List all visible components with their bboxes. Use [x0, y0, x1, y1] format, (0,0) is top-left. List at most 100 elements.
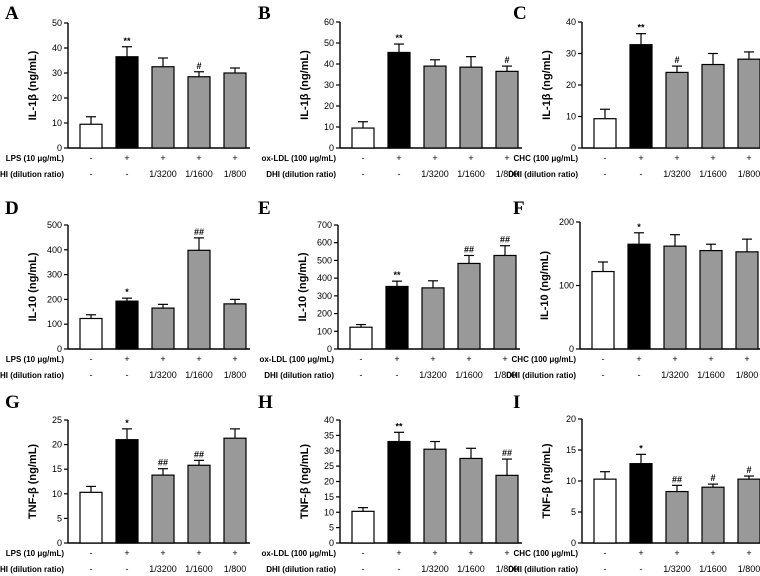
y-tick-label: 0 — [327, 344, 332, 354]
treatment-value: + — [708, 354, 713, 364]
bar — [495, 70, 519, 149]
y-tick-label: 20 — [566, 414, 576, 424]
dhi-value: 1/800 — [224, 169, 247, 179]
treatment-value: + — [466, 354, 471, 364]
bar — [349, 326, 373, 350]
significance-mark: # — [674, 55, 679, 65]
panel-label-b: B — [258, 3, 271, 24]
bar — [385, 285, 409, 350]
bar — [115, 56, 139, 149]
y-tick-label: 100 — [559, 281, 574, 291]
bar — [593, 118, 617, 149]
dhi-value: 1/1600 — [185, 169, 213, 179]
bar — [493, 254, 517, 350]
bar — [187, 249, 211, 350]
dhi-value: - — [360, 370, 363, 380]
treatment-value: + — [124, 153, 129, 163]
dhi-value: - — [396, 370, 399, 380]
dhi-value: 1/3200 — [149, 169, 177, 179]
treatment-value: - — [360, 354, 363, 364]
y-axis-label: TNF-β (ng/mL) — [27, 444, 39, 519]
y-tick-label: 0 — [571, 538, 576, 548]
y-tick-label: 35 — [324, 430, 334, 440]
bar — [151, 307, 175, 350]
y-tick-label: 5 — [329, 523, 334, 533]
dhi-value: - — [638, 370, 641, 380]
treatment-value: + — [674, 548, 679, 558]
treatment-value: + — [396, 548, 401, 558]
y-tick-label: 200 — [47, 294, 62, 304]
treatment-value: + — [636, 354, 641, 364]
significance-mark: ## — [158, 458, 168, 468]
significance-mark: # — [504, 55, 509, 65]
bar — [737, 58, 760, 149]
treatment-label: LPS (10 μg/mL) — [6, 154, 65, 163]
treatment-label: CHC (100 μg/mL) — [514, 154, 579, 163]
y-tick-label: 0 — [57, 538, 62, 548]
y-axis-label: IL-1β (ng/mL) — [541, 50, 553, 120]
significance-mark: ## — [194, 449, 204, 459]
treatment-value: - — [90, 354, 93, 364]
dhi-value: - — [126, 564, 129, 574]
treatment-value: + — [504, 548, 509, 558]
y-tick-label: 5 — [571, 507, 576, 517]
y-tick-label: 10 — [566, 476, 576, 486]
y-tick-label: 300 — [317, 291, 332, 301]
dhi-label: DHI (dilution ratio) — [0, 371, 64, 380]
y-tick-label: 20 — [324, 101, 334, 111]
bar — [629, 44, 653, 149]
treatment-value: + — [396, 153, 401, 163]
treatment-value: + — [232, 548, 237, 558]
y-axis-label: TNF-β (ng/mL) — [541, 443, 553, 518]
dhi-value: 1/1600 — [185, 564, 213, 574]
y-tick-label: 10 — [566, 112, 576, 122]
treatment-value: + — [196, 153, 201, 163]
dhi-value: - — [602, 370, 605, 380]
treatment-value: - — [90, 153, 93, 163]
dhi-label: DHI (dilution ratio) — [506, 371, 576, 380]
dhi-value: 1/1600 — [699, 169, 727, 179]
treatment-value: - — [362, 153, 365, 163]
bar — [457, 262, 481, 350]
treatment-value: + — [502, 354, 507, 364]
dhi-label: DHI (dilution ratio) — [508, 565, 578, 574]
dhi-value: 1/1600 — [697, 370, 725, 380]
panel-label-f: F — [513, 198, 525, 219]
treatment-value: + — [468, 548, 473, 558]
treatment-value: + — [430, 354, 435, 364]
dhi-value: 1/1600 — [185, 370, 213, 380]
y-tick-label: 200 — [317, 309, 332, 319]
y-tick-label: 20 — [324, 477, 334, 487]
dhi-value: 1/1600 — [457, 564, 485, 574]
y-tick-label: 50 — [52, 18, 62, 28]
y-axis-label: IL-10 (ng/mL) — [27, 252, 39, 321]
bar — [151, 66, 175, 149]
significance-mark: ** — [393, 270, 401, 280]
y-axis-label: IL-1β (ng/mL) — [299, 50, 311, 120]
dhi-value: - — [90, 169, 93, 179]
significance-mark: * — [125, 418, 129, 428]
y-tick-label: 10 — [324, 122, 334, 132]
significance-mark: * — [125, 287, 129, 297]
treatment-value: + — [124, 548, 129, 558]
bar — [591, 270, 615, 350]
treatment-value: + — [710, 548, 715, 558]
treatment-label: LPS (10 μg/mL) — [6, 355, 65, 364]
significance-mark: # — [746, 465, 751, 475]
significance-mark: ** — [395, 33, 403, 43]
panel-label-a: A — [5, 3, 19, 24]
panel-label-d: D — [5, 198, 19, 219]
y-tick-label: 400 — [317, 273, 332, 283]
y-tick-label: 15 — [566, 445, 576, 455]
treatment-value: - — [362, 548, 365, 558]
y-tick-label: 0 — [569, 344, 574, 354]
treatment-value: + — [638, 153, 643, 163]
bar — [735, 251, 759, 350]
significance-mark: ** — [637, 23, 645, 33]
bar — [423, 448, 447, 544]
bar — [115, 439, 139, 544]
treatment-value: + — [160, 548, 165, 558]
significance-mark: ** — [395, 421, 403, 431]
y-tick-label: 200 — [559, 217, 574, 227]
y-tick-label: 30 — [52, 68, 62, 78]
